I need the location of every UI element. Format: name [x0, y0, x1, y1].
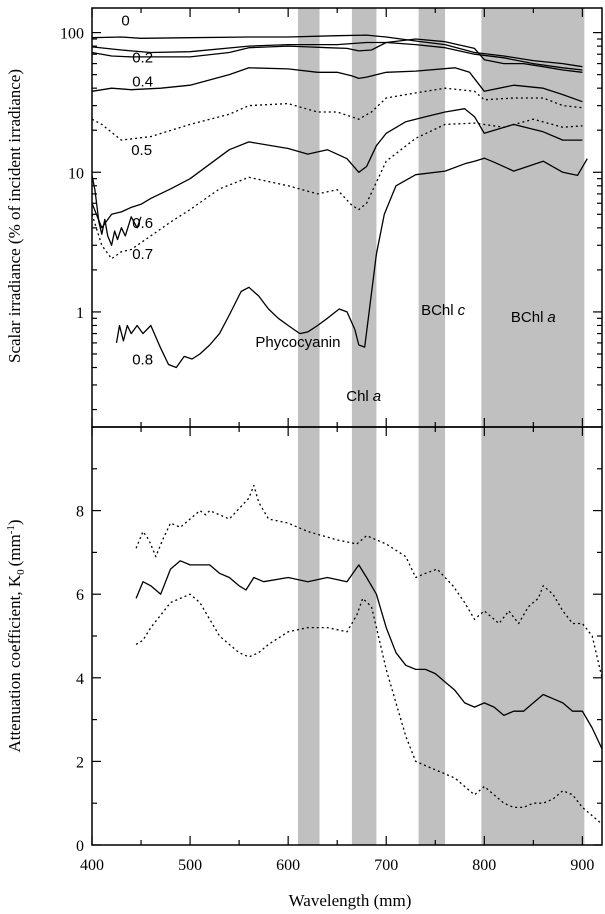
bottom-band-0	[297, 427, 320, 845]
depth-label: 0.6	[132, 215, 153, 232]
depth-label: 0	[121, 13, 129, 30]
top-band-0	[297, 8, 320, 427]
x-tick-label: 900	[570, 857, 594, 874]
top-absorption-bands	[297, 8, 585, 427]
x-tick-label: 400	[80, 857, 104, 874]
band-label-text: Chl	[346, 388, 369, 405]
bottom-axis-ticks	[91, 8, 602, 846]
top-irradiance-lines	[91, 34, 588, 369]
top-y-axis-ticks	[92, 31, 602, 411]
band-label: Phycocyanin	[255, 334, 340, 351]
bottom-y-title-main: Attenuation coefficient, K	[5, 574, 24, 752]
depth-label: 0.4	[132, 74, 153, 91]
top-series-line-0-2	[91, 38, 583, 73]
depth-label: 0.7	[132, 246, 153, 263]
bottom-y-tick-label: 2	[76, 754, 84, 771]
depth-label: 0.5	[131, 142, 152, 159]
bottom-attenuation-lines	[135, 484, 603, 825]
bottom-band-2	[418, 427, 446, 845]
x-tick-label: 800	[472, 857, 496, 874]
bottom-y-title-sub: 0	[15, 569, 27, 575]
band-label: BChl a	[511, 309, 556, 326]
bottom-series-line-unlabeled-1	[135, 560, 603, 750]
top-series-line-0-6	[91, 118, 583, 260]
bottom-absorption-bands	[297, 427, 585, 845]
band-label-text: BChl	[421, 302, 454, 319]
top-band-3	[481, 8, 585, 427]
top-series-line-0	[91, 34, 583, 68]
bottom-y-tick-label: 8	[76, 504, 84, 521]
bottom-panel-frame	[91, 426, 603, 846]
top-series-line-0-5	[91, 108, 583, 229]
bottom-y-tick-label: 0	[76, 838, 84, 855]
top-series-line-unlabeled-1	[91, 41, 583, 71]
top-series-line-0-8	[115, 157, 588, 369]
x-tick-label: 500	[178, 857, 202, 874]
band-label-italic: a	[373, 388, 381, 405]
top-y-tick-label: 10	[68, 165, 84, 182]
depth-label: 0.8	[132, 352, 153, 369]
bottom-y-title-unit: (mm	[5, 534, 24, 566]
top-y-tick-label: 100	[60, 26, 84, 43]
top-series-line-0-4	[91, 67, 583, 103]
bottom-y-title-unit-sup: -1	[5, 525, 17, 534]
band-label-text: BChl	[511, 309, 544, 326]
bottom-y-title-close: )	[5, 519, 24, 525]
x-tick-label: 600	[276, 857, 300, 874]
top-series-line-unlabeled-4	[91, 87, 583, 141]
bottom-series-line-unlabeled-0	[135, 484, 603, 678]
bottom-band-3	[481, 427, 585, 845]
band-label: Chl a	[346, 388, 381, 405]
top-band-1	[351, 8, 377, 427]
band-label: BChl c	[421, 302, 466, 319]
band-label-italic: a	[547, 309, 555, 326]
top-panel: 1 10 100 0 0.2 0.4 0.5 0.6 0.7 0.8 Phycocyanin Ch…	[5, 8, 602, 427]
x-axis-title: Wavelength (mm)	[289, 891, 412, 910]
top-y-tick-label: 1	[76, 305, 84, 322]
depth-label: 0.2	[132, 50, 153, 67]
bottom-y-tick-label: 4	[76, 671, 84, 688]
bottom-y-axis-title: Attenuation coefficient, K0 (mm-1)	[5, 519, 27, 752]
bottom-panel: 0 2 4 6 8 400 500 600 700 800 900 Attenuation coef…	[5, 8, 603, 910]
top-series-line-0-7	[91, 175, 142, 246]
top-depth-labels: 0 0.2 0.4 0.5 0.6 0.7 0.8	[121, 13, 153, 369]
top-y-axis-title: Scalar irradiance (% of incident irradia…	[5, 69, 24, 363]
band-label-italic: c	[458, 302, 466, 319]
x-tick-label: 700	[374, 857, 398, 874]
top-band-2	[418, 8, 446, 427]
bottom-y-tick-label: 6	[76, 587, 84, 604]
top-y-tick-labels: 1 10 100	[60, 26, 84, 322]
bottom-tick-labels: 0 2 4 6 8 400 500 600 700 800 900	[76, 504, 594, 874]
bottom-band-1	[351, 427, 377, 845]
band-label-text: Phycocyanin	[255, 334, 340, 351]
